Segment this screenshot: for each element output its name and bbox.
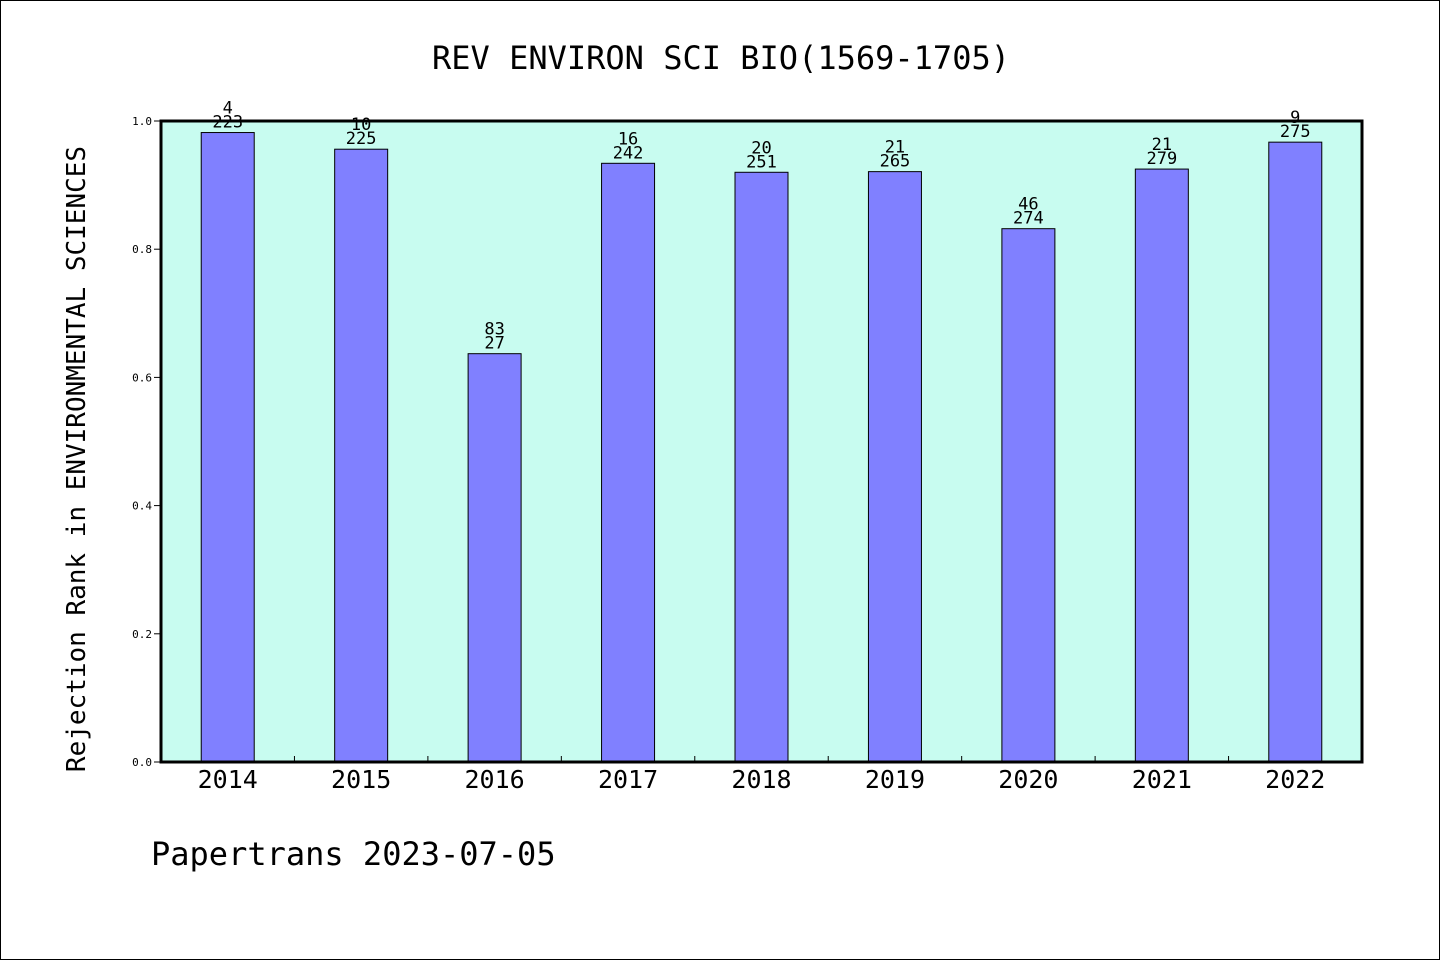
x-tick-label: 2022 xyxy=(1265,765,1325,794)
bar-label-bottom: 27 xyxy=(484,334,504,354)
bar-label-top: 46 xyxy=(1018,195,1038,215)
y-tick-label: 0.6 xyxy=(132,371,152,384)
x-tick-label: 2016 xyxy=(465,765,525,794)
y-tick-label: 0.4 xyxy=(132,500,152,513)
bar-label-bottom: 251 xyxy=(746,152,777,172)
bar-label-top: 9 xyxy=(1290,108,1300,128)
x-tick-label: 2019 xyxy=(865,765,925,794)
x-axis: 2014 2015 2016 2017 2018 2019 2020 2021 2022 xyxy=(198,756,1325,794)
x-tick-label: 2015 xyxy=(331,765,391,794)
y-axis: 0.0 0.2 0.4 0.6 0.8 1.0 xyxy=(132,115,161,769)
bar xyxy=(1001,228,1056,763)
bar-label-bottom: 279 xyxy=(1146,149,1177,169)
bar-label-top: 16 xyxy=(618,129,638,149)
bar xyxy=(867,171,922,763)
y-tick-label: 0.0 xyxy=(132,756,152,769)
bar xyxy=(1134,168,1189,763)
x-tick-label: 2020 xyxy=(998,765,1058,794)
x-tick-label: 2014 xyxy=(198,765,258,794)
plot-border xyxy=(159,119,1364,764)
bar-label-top: 21 xyxy=(1152,135,1172,155)
bar-label-bottom: 225 xyxy=(346,129,377,149)
x-tick-label: 2017 xyxy=(598,765,658,794)
bar-label-top: 20 xyxy=(751,138,771,158)
bar-label-bottom: 265 xyxy=(880,152,911,172)
x-tick-label: 2018 xyxy=(731,765,791,794)
y-tick-label: 0.2 xyxy=(132,628,152,641)
bar xyxy=(334,148,389,763)
bar xyxy=(601,162,656,763)
x-tick-label: 2021 xyxy=(1132,765,1192,794)
footer-text: Papertrans 2023-07-05 xyxy=(151,835,556,873)
bar xyxy=(467,353,522,763)
bar-label-top: 4 xyxy=(223,99,233,119)
bar-label-bottom: 274 xyxy=(1013,209,1044,229)
bar-label-bottom: 242 xyxy=(613,143,644,163)
bar-label-bottom: 223 xyxy=(212,113,243,133)
y-tick-label: 0.8 xyxy=(132,243,152,256)
bar-label-top: 21 xyxy=(885,138,905,158)
bar xyxy=(734,171,789,763)
y-axis-label: Rejection Rank in ENVIRONMENTAL SCIENCES xyxy=(62,146,92,772)
bar xyxy=(200,132,255,763)
bar xyxy=(1268,141,1323,763)
y-tick-label: 1.0 xyxy=(132,115,152,128)
bar-label-bottom: 275 xyxy=(1280,122,1311,142)
chart-title: REV ENVIRON SCI BIO(1569-1705) xyxy=(432,39,1010,77)
bar-label-top: 83 xyxy=(484,320,504,340)
